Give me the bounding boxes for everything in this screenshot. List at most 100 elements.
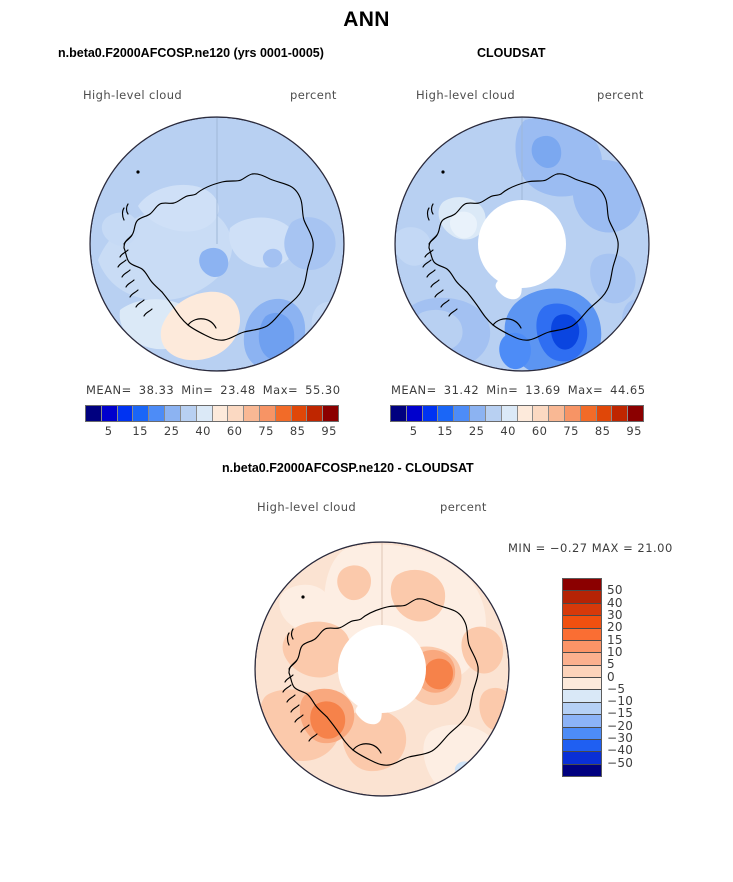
colorbar-diff-swatch [563,727,601,740]
colorbar-obs-swatch [564,406,581,421]
model-max-label: Max= [262,383,299,397]
colorbar-diff-tick: −50 [607,755,634,770]
colorbar-diff-labels: 50 40 30 20 15 10 5 0 −5 −10 −15 −20 −30 −40 −50 [607,578,647,775]
colorbar-diff-swatch [563,640,601,654]
colorbar-diff-tick: 20 [607,620,623,635]
obs-stats: MEAN= 31.42 Min= 13.69 Max= 44.65 [391,383,646,397]
colorbar-model-swatch [149,406,166,421]
colorbar-model-swatch [86,406,102,421]
colorbar-diff-swatch [563,739,601,753]
model-stats: MEAN= 38.33 Min= 23.48 Max= 55.30 [86,383,341,397]
colorbar-model-tick: 75 [258,424,274,438]
map-obs [385,110,665,378]
colorbar-obs-swatch [454,406,471,421]
colorbar-model-tick: 85 [289,424,306,438]
colorbar-diff-swatch [563,603,601,617]
map-model [80,110,360,378]
colorbar-model-tick: 15 [132,424,148,438]
colorbar-obs-tick: 85 [594,424,611,438]
colorbar-obs-tick: 25 [468,424,485,438]
panel-title-model: n.beta0.F2000AFCOSP.ne120 (yrs 0001-0005… [58,46,324,60]
colorbar-model-swatch [133,406,150,421]
diff-minmax-annotation: MIN = −0.27 MAX = 21.00 [508,541,673,555]
figure-main-title: ANN [343,8,390,31]
colorbar-model-swatch [117,406,134,421]
obs-units-label: percent [597,88,644,102]
colorbar-model-swatch [323,406,338,421]
colorbar-diff-swatch [563,702,601,716]
colorbar-obs-tick: 15 [437,424,453,438]
model-min-value: 23.48 [220,383,256,397]
colorbar-diff-swatch [563,690,601,703]
colorbar-obs-swatch [470,406,486,421]
colorbar-obs[interactable] [390,405,644,422]
obs-max-value: 44.65 [610,383,646,397]
colorbar-model-swatch [244,406,260,421]
colorbar-obs-swatch [422,406,439,421]
colorbar-diff-tick: 50 [607,583,623,598]
colorbar-obs-swatch [438,406,455,421]
colorbar-obs-swatch [501,406,518,421]
diff-variable-label: High-level cloud [257,500,357,514]
colorbar-obs-swatch [612,406,629,421]
colorbar-diff-swatch [563,752,601,765]
colorbar-diff-swatch [563,715,601,728]
obs-min-value: 13.69 [525,383,561,397]
colorbar-diff-tick: 10 [607,644,623,659]
colorbar-obs-tick: 60 [531,424,548,438]
colorbar-model-labels: 5 15 25 40 60 75 85 95 [85,424,337,440]
colorbar-diff-swatch [563,653,601,666]
colorbar-diff-tick: 30 [607,607,623,622]
colorbar-diff-tick: −5 [607,681,626,696]
colorbar-model-tick: 5 [104,424,113,438]
model-units-label: percent [290,88,337,102]
colorbar-diff-tick: −15 [607,706,634,721]
colorbar-obs-labels: 5 15 25 40 60 75 85 95 [390,424,642,440]
colorbar-diff-tick: −20 [607,718,634,733]
colorbar-diff-tick: 0 [607,669,615,684]
colorbar-model-swatch [275,406,292,421]
colorbar-model-swatch [165,406,181,421]
colorbar-diff-tick: 15 [607,632,623,647]
colorbar-obs-tick: 75 [563,424,579,438]
obs-variable-label: High-level cloud [416,88,516,102]
colorbar-diff-swatch [563,764,601,776]
colorbar-model[interactable] [85,405,339,422]
obs-max-label: Max= [567,383,604,397]
colorbar-model-swatch [196,406,213,421]
colorbar-diff-swatch [563,678,601,691]
colorbar-obs-swatch [580,406,597,421]
model-max-value: 55.30 [305,383,341,397]
colorbar-obs-swatch [549,406,565,421]
model-variable-label: High-level cloud [83,88,183,102]
colorbar-model-swatch [259,406,276,421]
colorbar-obs-tick: 40 [500,424,516,438]
obs-mean-value: 31.42 [443,383,480,397]
colorbar-model-tick: 40 [195,424,211,438]
colorbar-obs-swatch [391,406,407,421]
colorbar-diff-tick: −10 [607,694,634,709]
colorbar-obs-swatch [596,406,613,421]
colorbar-model-swatch [291,406,308,421]
colorbar-model-swatch [228,406,245,421]
model-mean-value: 38.33 [138,383,175,397]
colorbar-model-swatch [212,406,229,421]
colorbar-diff-tick: 5 [607,657,615,672]
colorbar-obs-swatch [517,406,534,421]
colorbar-obs-swatch [628,406,643,421]
colorbar-diff-swatch [563,616,601,629]
colorbar-diff-swatch [563,665,601,678]
panel-title-diff: n.beta0.F2000AFCOSP.ne120 - CLOUDSAT [222,461,474,475]
model-min-label: Min= [181,383,214,397]
colorbar-diff-swatch [563,591,601,604]
colorbar-diff-tick: −30 [607,731,634,746]
colorbar-diff[interactable] [562,578,602,777]
colorbar-model-tick: 95 [321,424,337,438]
colorbar-obs-swatch [533,406,550,421]
colorbar-model-swatch [101,406,118,421]
colorbar-obs-tick: 5 [409,424,418,438]
model-mean-label: MEAN= [86,383,132,397]
panel-title-obs: CLOUDSAT [477,46,546,60]
colorbar-obs-tick: 95 [626,424,642,438]
colorbar-model-tick: 60 [226,424,243,438]
